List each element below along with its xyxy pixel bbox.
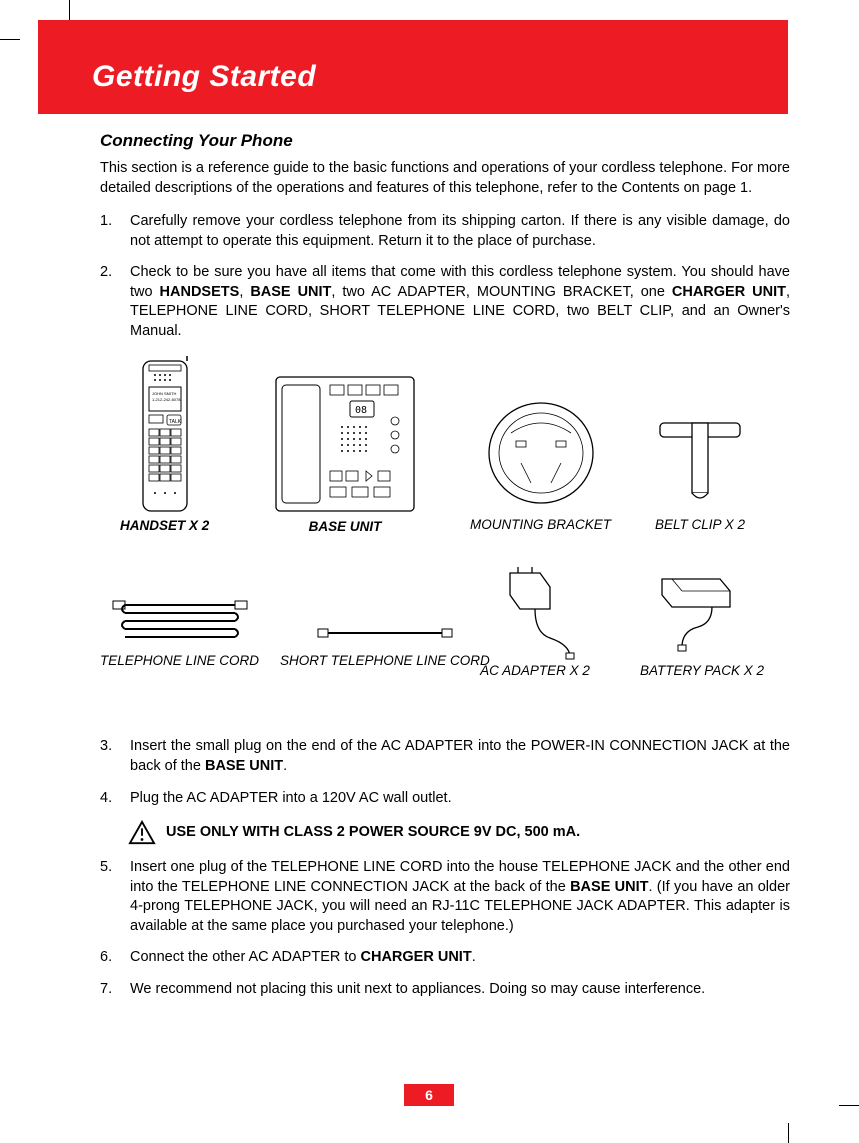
step-number: 5. (100, 858, 130, 936)
handset-illustration: JOHN SMITH 1-212-242-6078 TALK (120, 353, 209, 534)
page-number: 6 (404, 1084, 454, 1106)
step-text: Connect the other AC ADAPTER to CHARGER … (130, 948, 790, 968)
crop-mark (0, 39, 20, 40)
belt-clip-label: BELT CLIP X 2 (640, 517, 760, 533)
step-number: 4. (100, 789, 130, 809)
intro-paragraph: This section is a reference guide to the… (100, 159, 790, 198)
bold-text: CHARGER UNIT (361, 949, 472, 965)
crop-mark (839, 1105, 859, 1106)
step-1: 1. Carefully remove your cordless teleph… (100, 212, 790, 251)
page-title: Getting Started (92, 60, 316, 94)
warning-icon (128, 820, 156, 846)
crop-mark (69, 0, 70, 20)
bold-text: BASE UNIT (205, 758, 283, 774)
label-text: HANDSET X 2 (120, 518, 209, 533)
step-text: Insert the small plug on the end of the … (130, 737, 790, 776)
step-text: We recommend not placing this unit next … (130, 980, 790, 1000)
step-5: 5. Insert one plug of the TELEPHONE LINE… (100, 858, 790, 936)
battery-pack-label: BATTERY PACK X 2 (640, 663, 764, 679)
text-fragment: , (239, 284, 250, 300)
short-cord-illustration: SHORT TELEPHONE LINE CORD (280, 613, 490, 669)
bold-text: BASE UNIT (570, 879, 648, 895)
step-text: Plug the AC ADAPTER into a 120V AC wall … (130, 789, 790, 809)
step-4: 4. Plug the AC ADAPTER into a 120V AC wa… (100, 789, 790, 809)
text-fragment: . (283, 758, 287, 774)
belt-clip-icon (640, 403, 760, 513)
step-3: 3. Insert the small plug on the end of t… (100, 737, 790, 776)
handset-label: HANDSET X 2 (120, 518, 209, 534)
warning-text: USE ONLY WITH CLASS 2 POWER SOURCE 9V DC… (166, 823, 580, 843)
crop-mark (788, 1123, 789, 1143)
ac-adapter-illustration: AC ADAPTER X 2 (480, 563, 590, 679)
section-subhead: Connecting Your Phone (100, 130, 790, 153)
svg-text:08: 08 (355, 405, 367, 416)
step-6: 6. Connect the other AC ADAPTER to CHARG… (100, 948, 790, 968)
step-text: Insert one plug of the TELEPHONE LINE CO… (130, 858, 790, 936)
steps-list-cont: 3. Insert the small plug on the end of t… (100, 737, 790, 808)
telephone-cord-illustration: TELEPHONE LINE CORD (100, 583, 259, 669)
bracket-label: MOUNTING BRACKET (470, 517, 611, 533)
step-number: 3. (100, 737, 130, 776)
step-2: 2. Check to be sure you have all items t… (100, 263, 790, 341)
step-text: Carefully remove your cordless telephone… (130, 212, 790, 251)
telephone-cord-label: TELEPHONE LINE CORD (100, 653, 259, 669)
svg-text:1-212-242-6078: 1-212-242-6078 (152, 397, 181, 402)
step-number: 7. (100, 980, 130, 1000)
ac-adapter-label: AC ADAPTER X 2 (480, 663, 590, 679)
bold-text: CHARGER UNIT (672, 284, 786, 300)
battery-pack-icon (642, 563, 762, 663)
base-unit-icon: 08 (270, 371, 420, 519)
ac-adapter-icon (480, 563, 590, 663)
mounting-bracket-illustration: MOUNTING BRACKET (470, 393, 611, 533)
warning-notice: USE ONLY WITH CLASS 2 POWER SOURCE 9V DC… (128, 820, 790, 846)
page: Getting Started Connecting Your Phone Th… (0, 0, 859, 1143)
text-fragment: Connect the other AC ADAPTER to (130, 949, 361, 965)
short-cord-icon (310, 613, 460, 653)
step-7: 7. We recommend not placing this unit ne… (100, 980, 790, 1000)
step-number: 2. (100, 263, 130, 341)
svg-text:JOHN SMITH: JOHN SMITH (152, 391, 177, 396)
handset-icon: JOHN SMITH 1-212-242-6078 TALK (125, 353, 205, 518)
step-text: Check to be sure you have all items that… (130, 263, 790, 341)
steps-list: 1. Carefully remove your cordless teleph… (100, 212, 790, 341)
short-cord-label: SHORT TELEPHONE LINE CORD (280, 653, 490, 669)
telephone-cord-icon (105, 583, 255, 653)
content-area: Connecting Your Phone This section is a … (100, 130, 790, 1012)
steps-list-cont2: 5. Insert one plug of the TELEPHONE LINE… (100, 858, 790, 999)
step-number: 6. (100, 948, 130, 968)
bold-text: HANDSETS (160, 284, 240, 300)
step-number: 1. (100, 212, 130, 251)
header-bar: Getting Started (38, 20, 788, 114)
mounting-bracket-icon (481, 393, 601, 513)
battery-pack-illustration: BATTERY PACK X 2 (640, 563, 764, 679)
components-diagram: JOHN SMITH 1-212-242-6078 TALK (100, 353, 790, 733)
bold-text: BASE UNIT (250, 284, 331, 300)
belt-clip-illustration: BELT CLIP X 2 (640, 403, 760, 533)
label-text: BASE UNIT (309, 519, 382, 534)
text-fragment: . (472, 949, 476, 965)
base-unit-illustration: 08 (270, 371, 420, 535)
svg-text:TALK: TALK (169, 419, 182, 425)
base-unit-label: BASE UNIT (270, 519, 420, 535)
text-fragment: , two AC ADAPTER, MOUNTING BRACKET, one (331, 284, 671, 300)
